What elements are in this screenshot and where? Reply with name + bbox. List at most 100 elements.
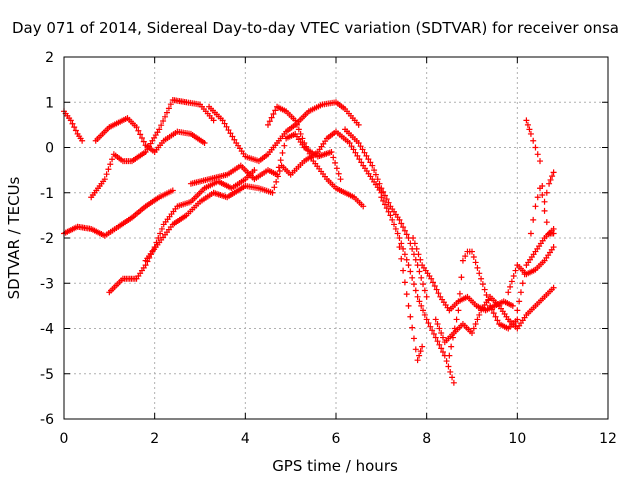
data-point <box>543 219 550 226</box>
data-point <box>360 203 367 210</box>
data-point <box>221 120 228 127</box>
data-point <box>514 316 521 323</box>
y-tick-label: -1 <box>40 186 54 202</box>
data-point <box>479 281 486 288</box>
data-point <box>526 126 533 133</box>
data-point <box>459 257 466 264</box>
data-point <box>210 117 217 124</box>
data-point <box>411 240 418 247</box>
series-track-12 <box>396 244 426 364</box>
data-point <box>436 325 443 332</box>
data-point <box>363 152 370 159</box>
data-point <box>346 139 353 146</box>
x-tick-label: 0 <box>60 431 69 447</box>
data-point <box>414 293 421 300</box>
series-track-9 <box>265 103 367 210</box>
data-point <box>512 267 519 274</box>
x-tick-label: 6 <box>332 431 341 447</box>
data-point <box>403 291 410 298</box>
data-point <box>383 205 390 212</box>
data-point <box>425 320 432 327</box>
data-point <box>103 171 110 178</box>
data-point <box>251 167 258 174</box>
data-point <box>416 298 423 305</box>
data-point <box>458 274 465 281</box>
data-point <box>428 275 435 282</box>
series-track-13 <box>410 235 516 314</box>
data-point <box>392 225 399 232</box>
data-point <box>415 251 422 258</box>
data-point <box>67 117 74 124</box>
data-point <box>547 176 554 183</box>
data-point <box>295 126 302 133</box>
data-point <box>410 281 417 288</box>
data-point <box>430 279 437 286</box>
data-point <box>365 156 372 163</box>
data-point <box>337 176 344 183</box>
data-point <box>541 198 548 205</box>
data-point <box>438 345 445 352</box>
series-track-16 <box>505 244 557 296</box>
data-point <box>279 149 286 156</box>
data-point <box>414 357 421 364</box>
data-point <box>227 130 234 137</box>
data-point <box>445 363 452 370</box>
data-point <box>385 199 392 206</box>
y-tick-label: 2 <box>45 50 54 66</box>
data-point <box>443 358 450 365</box>
data-point <box>359 146 366 153</box>
data-point <box>301 139 308 146</box>
data-point <box>398 220 405 227</box>
data-point <box>387 212 394 219</box>
series-track-15 <box>446 248 521 359</box>
data-point <box>490 310 497 317</box>
data-point <box>494 317 501 324</box>
data-point <box>510 273 517 280</box>
data-point <box>361 149 368 156</box>
data-point <box>401 227 408 234</box>
data-point <box>516 298 523 305</box>
data-point <box>478 275 485 282</box>
data-point <box>367 159 374 166</box>
data-point <box>385 208 392 215</box>
data-point <box>433 286 440 293</box>
y-tick-label: -3 <box>40 276 54 292</box>
data-point <box>396 244 403 251</box>
series-track-7 <box>206 99 362 165</box>
data-point <box>476 270 483 277</box>
data-point <box>543 189 550 196</box>
data-point <box>470 325 477 332</box>
data-point <box>268 114 275 121</box>
data-point <box>405 302 412 309</box>
data-point <box>405 262 412 269</box>
data-point <box>534 194 541 201</box>
data-point <box>389 216 396 223</box>
data-point <box>265 121 271 128</box>
data-point <box>299 135 306 142</box>
data-point <box>546 180 553 187</box>
series-track-1 <box>61 108 86 144</box>
data-point <box>355 121 362 128</box>
data-point <box>550 284 557 291</box>
data-point <box>488 306 495 313</box>
series-track-14 <box>432 284 557 346</box>
data-point <box>275 164 282 171</box>
series-track-19 <box>514 225 557 314</box>
data-point <box>133 124 140 131</box>
data-point <box>274 171 281 178</box>
x-tick-label: 10 <box>508 431 526 447</box>
data-point <box>539 182 546 189</box>
data-point <box>462 253 469 260</box>
data-point <box>541 207 548 214</box>
data-point <box>138 134 145 141</box>
series-track-4 <box>88 96 217 201</box>
data-point <box>550 225 557 232</box>
data-point <box>281 142 288 149</box>
data-point <box>449 374 456 381</box>
y-tick-label: -6 <box>40 412 54 428</box>
x-tick-label: 8 <box>422 431 431 447</box>
data-point <box>400 245 407 252</box>
data-point <box>355 139 362 146</box>
data-point <box>469 330 475 337</box>
